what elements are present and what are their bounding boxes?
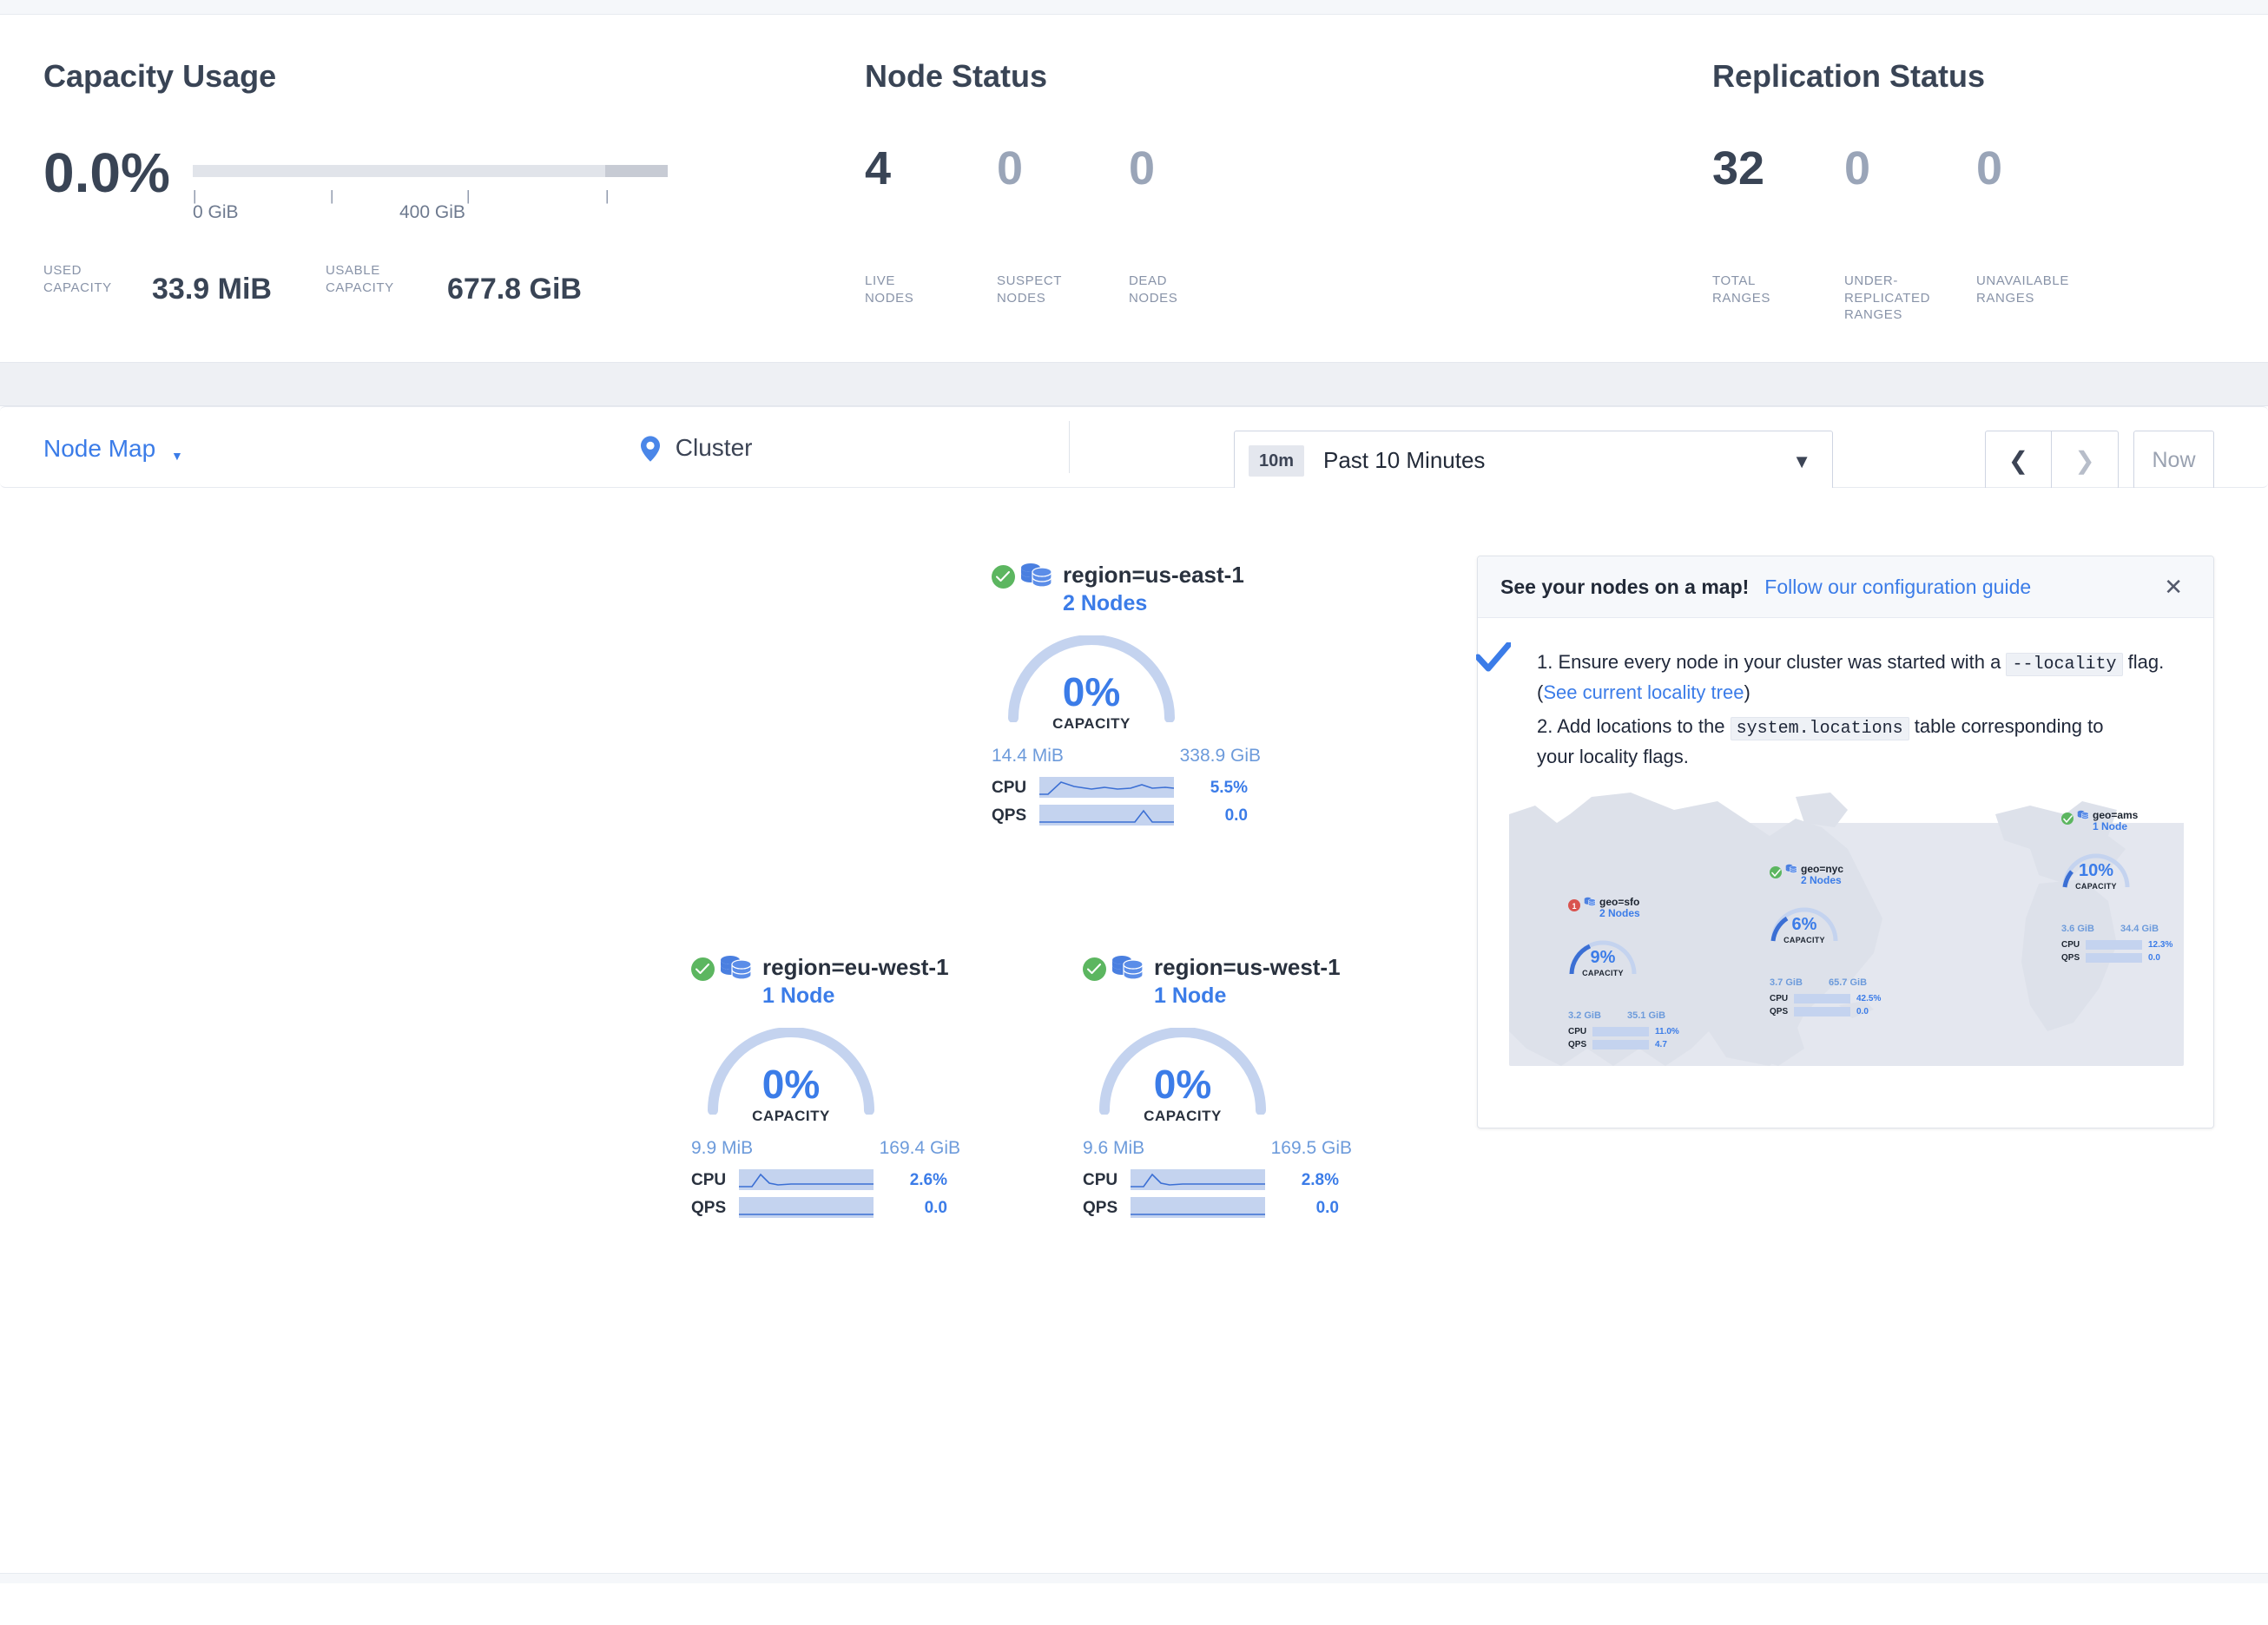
svg-text:1: 1 xyxy=(1572,902,1576,911)
